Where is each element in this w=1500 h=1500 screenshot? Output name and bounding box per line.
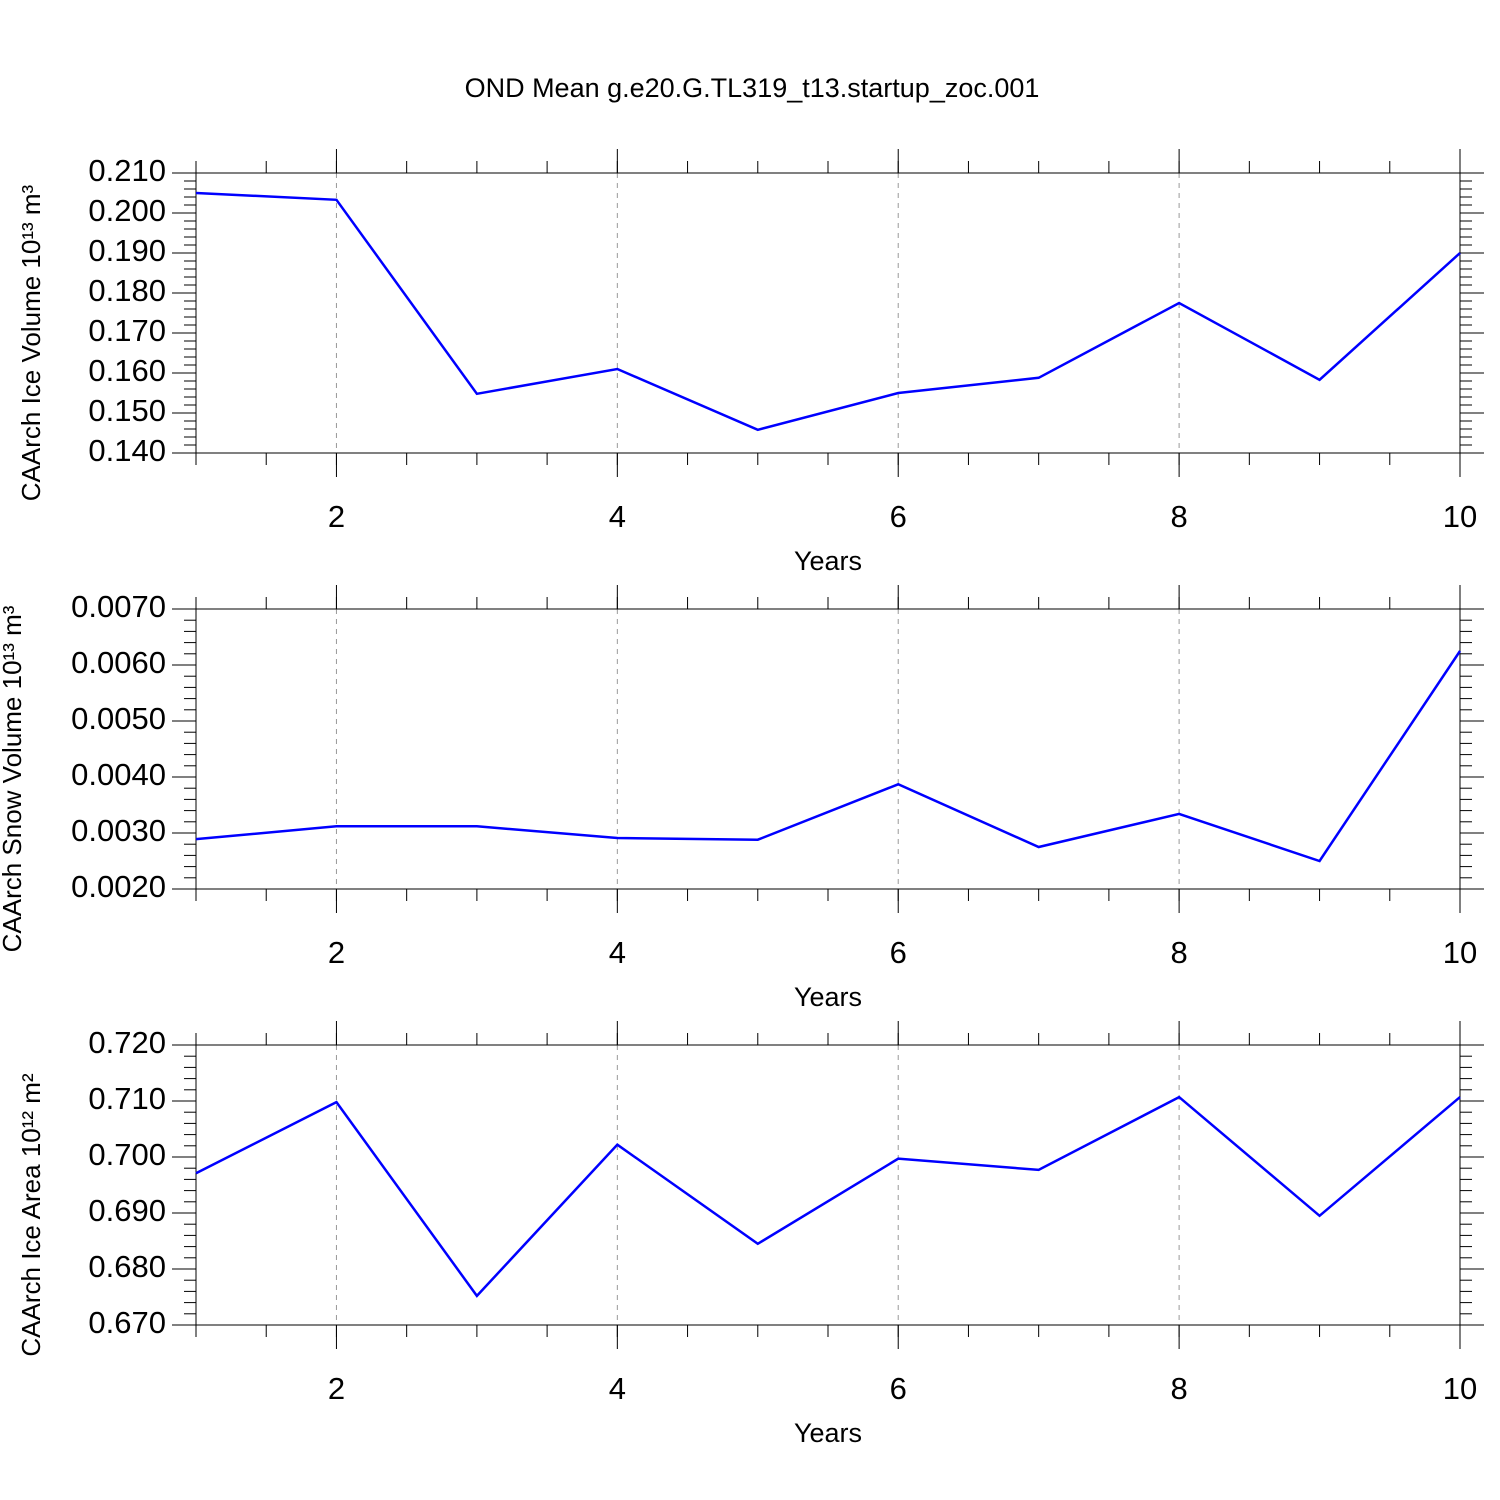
plot-frame xyxy=(195,1044,1461,1326)
x-tick-label: 6 xyxy=(890,1371,907,1406)
y-tick-label: 0.190 xyxy=(88,233,166,268)
data-line xyxy=(195,191,1461,432)
x-tick-label: 6 xyxy=(890,935,907,970)
y-axis-label: CAArch Ice Area 10¹² m² xyxy=(16,1073,46,1357)
y-tick-label: 0.160 xyxy=(88,353,166,388)
y-tick-label: 0.0030 xyxy=(71,813,166,848)
data-line xyxy=(195,1095,1461,1298)
y-tick-label: 0.180 xyxy=(88,273,166,308)
chart-title: OND Mean g.e20.G.TL319_t13.startup_zoc.0… xyxy=(465,73,1040,103)
y-tick-label: 0.200 xyxy=(88,193,166,228)
y-tick-label: 0.0020 xyxy=(71,869,166,904)
x-axis-label: Years xyxy=(794,546,862,576)
y-axis-label: CAArch Ice Volume 10¹³ m³ xyxy=(16,184,46,501)
x-tick-label: 4 xyxy=(609,935,626,970)
y-tick-label: 0.690 xyxy=(88,1193,166,1228)
y-tick-label: 0.0060 xyxy=(71,645,166,680)
x-tick-label: 2 xyxy=(328,935,345,970)
y-tick-label: 0.0070 xyxy=(71,589,166,624)
y-tick-label: 0.0050 xyxy=(71,701,166,736)
y-axis-label: CAArch Snow Volume 10¹³ m³ xyxy=(0,605,27,952)
plot-frame xyxy=(195,608,1461,890)
y-tick-label: 0.210 xyxy=(88,153,166,188)
x-tick-label: 8 xyxy=(1170,499,1187,534)
y-tick-label: 0.140 xyxy=(88,433,166,468)
plot-frame xyxy=(195,172,1461,454)
y-tick-label: 0.710 xyxy=(88,1081,166,1116)
y-tick-label: 0.700 xyxy=(88,1137,166,1172)
data-line xyxy=(195,650,1462,863)
y-tick-label: 0.720 xyxy=(88,1025,166,1060)
y-tick-label: 0.670 xyxy=(88,1305,166,1340)
x-tick-label: 2 xyxy=(328,1371,345,1406)
y-tick-label: 0.150 xyxy=(88,393,166,428)
y-tick-label: 0.170 xyxy=(88,313,166,348)
x-tick-label: 10 xyxy=(1443,499,1477,534)
x-tick-label: 10 xyxy=(1443,935,1477,970)
x-tick-label: 4 xyxy=(609,499,626,534)
y-tick-label: 0.680 xyxy=(88,1249,166,1284)
x-tick-label: 6 xyxy=(890,499,907,534)
x-tick-label: 8 xyxy=(1170,1371,1187,1406)
x-axis-label: Years xyxy=(794,1418,862,1448)
x-axis-label: Years xyxy=(794,982,862,1012)
x-tick-label: 2 xyxy=(328,499,345,534)
y-tick-label: 0.0040 xyxy=(71,757,166,792)
x-tick-label: 8 xyxy=(1170,935,1187,970)
x-tick-label: 10 xyxy=(1443,1371,1477,1406)
x-tick-label: 4 xyxy=(609,1371,626,1406)
